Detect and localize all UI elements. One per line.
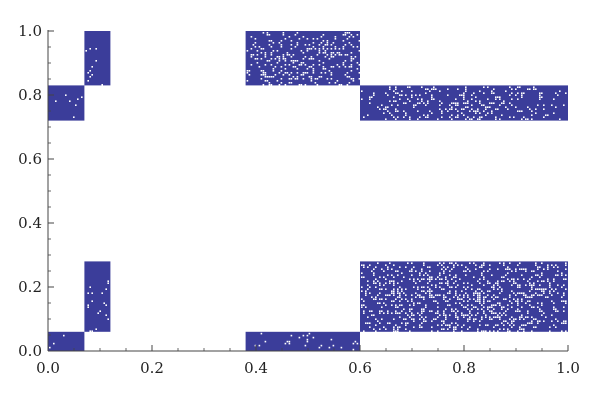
- region-rect: [84, 261, 111, 332]
- y-tick-label: 0.4: [18, 214, 42, 232]
- region-block: [84, 31, 111, 86]
- y-tick-label: 0.6: [18, 150, 42, 168]
- region-rect: [48, 331, 85, 351]
- region-block: [84, 261, 111, 332]
- region-block: [245, 331, 360, 351]
- region-rect: [84, 31, 111, 86]
- region-speckles: [49, 334, 65, 349]
- region-speckles: [85, 48, 103, 86]
- region-speckles: [55, 94, 83, 118]
- region-block: [245, 31, 361, 86]
- y-tick-label: 1.0: [18, 22, 42, 40]
- region-rect: [48, 85, 85, 121]
- region-block: [48, 331, 85, 351]
- region-block: [360, 261, 568, 332]
- tick-labels-layer: 0.0 0.2 0.4 0.6 0.8 1.0 0.0 0.2 0.4 0.6 0.8 1.0: [18, 22, 580, 377]
- region-rect: [245, 331, 360, 351]
- y-tick-label: 0.2: [18, 278, 42, 296]
- region-block: [360, 85, 568, 121]
- region-speckles: [254, 332, 359, 351]
- y-tick-label: 0.0: [18, 342, 42, 360]
- x-tick-label: 0.6: [348, 359, 372, 377]
- region-speckles: [361, 86, 567, 120]
- x-tick-label: 1.0: [556, 359, 580, 377]
- region-speckles: [246, 32, 361, 86]
- ticks-layer: [47, 30, 569, 352]
- x-tick-label: 0.8: [452, 359, 476, 377]
- x-tick-label: 0.4: [244, 359, 268, 377]
- y-tick-label: 0.8: [18, 86, 42, 104]
- region-speckles: [361, 262, 567, 332]
- region-speckles: [87, 280, 109, 332]
- x-tick-label: 0.2: [140, 359, 164, 377]
- region-block: [48, 85, 85, 121]
- regions-layer: [48, 31, 568, 351]
- x-tick-label: 0.0: [36, 359, 60, 377]
